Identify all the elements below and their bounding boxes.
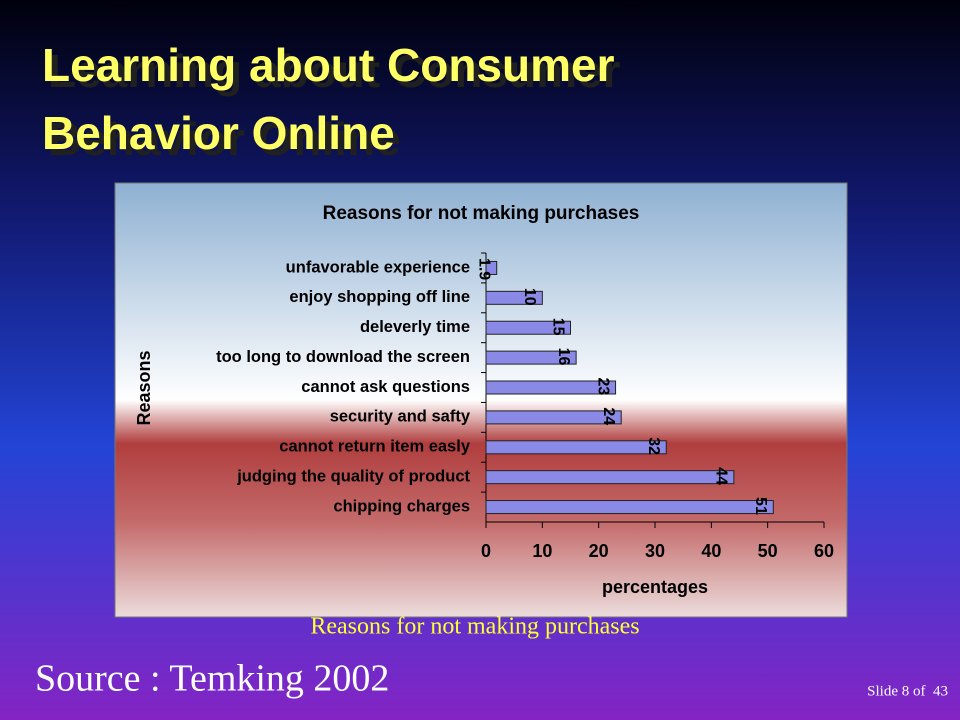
bar xyxy=(485,470,735,485)
data-label: 24 xyxy=(600,407,617,425)
y-tick-label: judging the quality of product xyxy=(236,468,470,486)
bar xyxy=(485,350,577,365)
bar xyxy=(485,290,543,305)
x-tick-label: 60 xyxy=(814,541,834,561)
data-label: 10 xyxy=(521,288,538,306)
source: Source : Temking 2002 xyxy=(35,658,389,700)
bar xyxy=(485,440,667,455)
caption: Reasons for not making purchases xyxy=(310,614,639,640)
y-axis-title: Reasons xyxy=(134,350,154,425)
bar xyxy=(485,320,571,335)
y-tick-label: cannot return item easly xyxy=(279,438,471,456)
bar xyxy=(485,410,622,425)
x-tick-label: 10 xyxy=(532,541,552,561)
x-tick-label: 50 xyxy=(758,541,778,561)
bar xyxy=(485,380,617,395)
y-tick-label: cannot ask questions xyxy=(301,378,470,396)
y-tick-label: deleverly time xyxy=(360,318,470,336)
data-label: 51 xyxy=(752,497,769,515)
data-label: 32 xyxy=(645,437,662,455)
y-tick-label: enjoy shopping off line xyxy=(289,288,470,306)
chart-title: Reasons for not making purchases xyxy=(323,203,640,224)
data-label: 15 xyxy=(549,318,566,336)
y-tick-label: security and safty xyxy=(330,408,471,426)
slide-title: Learning about Consumer xyxy=(42,39,615,91)
data-label: 44 xyxy=(713,467,730,485)
title-shadow: Learning about Consumer xyxy=(48,45,621,97)
x-tick-label: 30 xyxy=(645,541,665,561)
slide-number: Slide 8 of 43 xyxy=(867,683,948,699)
bar xyxy=(485,260,498,275)
x-axis-title: percentages xyxy=(602,577,708,597)
data-label: 1.9 xyxy=(475,258,492,280)
slide-title: Behavior Online xyxy=(42,107,395,159)
x-tick-label: 20 xyxy=(589,541,609,561)
y-tick-label: chipping charges xyxy=(333,497,470,515)
x-tick-label: 40 xyxy=(701,541,721,561)
data-label: 23 xyxy=(594,378,611,396)
data-label: 16 xyxy=(555,348,572,366)
y-tick-label: unfavorable experience xyxy=(286,258,470,276)
title-shadow: Behavior Online xyxy=(48,113,401,165)
x-tick-label: 0 xyxy=(481,541,491,561)
bar xyxy=(485,500,774,515)
chart-area xyxy=(114,182,848,618)
y-tick-label: too long to download the screen xyxy=(216,348,470,366)
